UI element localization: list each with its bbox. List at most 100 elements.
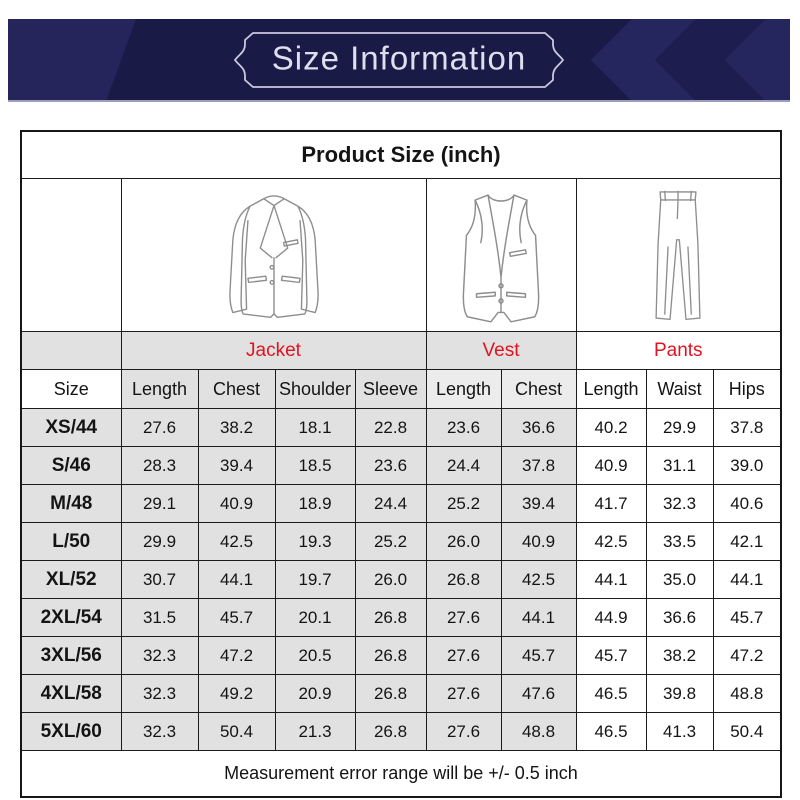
size-label-cell: XL/52 [20, 560, 122, 599]
value-cell: 30.7 [120, 560, 199, 599]
value-cell: 46.5 [575, 712, 647, 751]
value-cell: 48.8 [500, 712, 577, 751]
value-cell: 18.5 [274, 446, 356, 485]
value-cell: 29.9 [120, 522, 199, 561]
size-label-cell: XS/44 [20, 408, 122, 447]
size-row-s-46: S/46 28.3 39.4 18.5 23.6 24.4 37.8 40.9 31.1 39.0 [20, 446, 782, 485]
value-cell: 26.8 [354, 598, 427, 637]
banner-plaque-frame: Size Information [227, 27, 571, 93]
value-cell: 45.7 [500, 636, 577, 675]
value-cell: 27.6 [425, 712, 502, 751]
value-cell: 40.6 [712, 484, 782, 523]
value-cell: 44.1 [575, 560, 647, 599]
value-cell: 44.9 [575, 598, 647, 637]
value-cell: 22.8 [354, 408, 427, 447]
column-header-4: Sleeve [354, 369, 427, 409]
value-cell: 25.2 [425, 484, 502, 523]
banner-title: Size Information [271, 38, 527, 76]
size-row-2xl-54: 2XL/54 31.5 45.7 20.1 26.8 27.6 44.1 44.9 36.6 45… [20, 598, 782, 637]
value-cell: 26.8 [354, 674, 427, 713]
value-cell: 42.5 [500, 560, 577, 599]
garment-images-row [20, 178, 782, 332]
size-row-5xl-60: 5XL/60 32.3 50.4 21.3 26.8 27.6 48.8 46.5 41.3 50… [20, 712, 782, 751]
value-cell: 27.6 [120, 408, 199, 447]
jacket-image [120, 178, 427, 332]
value-cell: 20.5 [274, 636, 356, 675]
column-header-7: Length [575, 369, 647, 409]
value-cell: 24.4 [354, 484, 427, 523]
value-cell: 20.9 [274, 674, 356, 713]
banner-ribbon-decoration [8, 19, 137, 100]
value-cell: 19.7 [274, 560, 356, 599]
value-cell: 31.5 [120, 598, 199, 637]
value-cell: 40.9 [197, 484, 276, 523]
value-cell: 40.9 [500, 522, 577, 561]
value-cell: 40.2 [575, 408, 647, 447]
value-cell: 44.1 [500, 598, 577, 637]
group-spacer-cell [20, 331, 122, 370]
value-cell: 47.2 [712, 636, 782, 675]
value-cell: 27.6 [425, 636, 502, 675]
size-label-cell: 2XL/54 [20, 598, 122, 637]
group-header-jacket: Jacket [120, 331, 427, 370]
value-cell: 20.1 [274, 598, 356, 637]
size-label-cell: 3XL/56 [20, 636, 122, 675]
value-cell: 27.6 [425, 598, 502, 637]
value-cell: 32.3 [120, 712, 199, 751]
value-cell: 32.3 [120, 636, 199, 675]
measurement-note: Measurement error range will be +/- 0.5 … [20, 750, 782, 798]
size-row-3xl-56: 3XL/56 32.3 47.2 20.5 26.8 27.6 45.7 45.7 38.2 47… [20, 636, 782, 675]
value-cell: 26.0 [354, 560, 427, 599]
size-row-m-48: M/48 29.1 40.9 18.9 24.4 25.2 39.4 41.7 32.3 40.6 [20, 484, 782, 523]
group-header-pants: Pants [575, 331, 782, 370]
value-cell: 45.7 [712, 598, 782, 637]
vest-image [425, 178, 577, 332]
value-cell: 35.0 [645, 560, 714, 599]
size-row-l-50: L/50 29.9 42.5 19.3 25.2 26.0 40.9 42.5 33.5 42.1 [20, 522, 782, 561]
value-cell: 39.0 [712, 446, 782, 485]
value-cell: 26.8 [354, 712, 427, 751]
group-header-vest: Vest [425, 331, 577, 370]
value-cell: 26.0 [425, 522, 502, 561]
value-cell: 26.8 [354, 636, 427, 675]
value-cell: 23.6 [425, 408, 502, 447]
pants-image [575, 178, 782, 332]
value-cell: 39.4 [197, 446, 276, 485]
size-label-cell: L/50 [20, 522, 122, 561]
value-cell: 42.5 [575, 522, 647, 561]
value-cell: 28.3 [120, 446, 199, 485]
value-cell: 38.2 [645, 636, 714, 675]
value-cell: 39.4 [500, 484, 577, 523]
value-cell: 26.8 [425, 560, 502, 599]
value-cell: 18.9 [274, 484, 356, 523]
size-row-xs-44: XS/44 27.6 38.2 18.1 22.8 23.6 36.6 40.2 29.9 37.… [20, 408, 782, 447]
value-cell: 45.7 [197, 598, 276, 637]
vest-line-icon [462, 194, 540, 323]
value-cell: 42.5 [197, 522, 276, 561]
value-cell: 40.9 [575, 446, 647, 485]
size-row-xl-52: XL/52 30.7 44.1 19.7 26.0 26.8 42.5 44.1 35.0 44.… [20, 560, 782, 599]
value-cell: 36.6 [645, 598, 714, 637]
value-cell: 41.7 [575, 484, 647, 523]
value-cell: 36.6 [500, 408, 577, 447]
value-cell: 42.1 [712, 522, 782, 561]
image-spacer-cell [20, 178, 122, 332]
value-cell: 38.2 [197, 408, 276, 447]
size-row-4xl-58: 4XL/58 32.3 49.2 20.9 26.8 27.6 47.6 46.5 39.8 48… [20, 674, 782, 713]
jacket-line-icon [228, 195, 319, 319]
value-cell: 49.2 [197, 674, 276, 713]
size-information-banner: Size Information [8, 19, 790, 102]
table-title: Product Size (inch) [20, 130, 782, 179]
plaque-border-icon [233, 31, 565, 88]
value-cell: 44.1 [197, 560, 276, 599]
size-table: Product Size (inch) [20, 130, 782, 798]
value-cell: 46.5 [575, 674, 647, 713]
size-label-cell: 5XL/60 [20, 712, 122, 751]
note-row: Measurement error range will be +/- 0.5 … [20, 750, 782, 798]
value-cell: 44.1 [712, 560, 782, 599]
table-title-row: Product Size (inch) [20, 130, 782, 179]
column-header-3: Shoulder [274, 369, 356, 409]
value-cell: 24.4 [425, 446, 502, 485]
size-label-cell: M/48 [20, 484, 122, 523]
column-header-2: Chest [197, 369, 276, 409]
